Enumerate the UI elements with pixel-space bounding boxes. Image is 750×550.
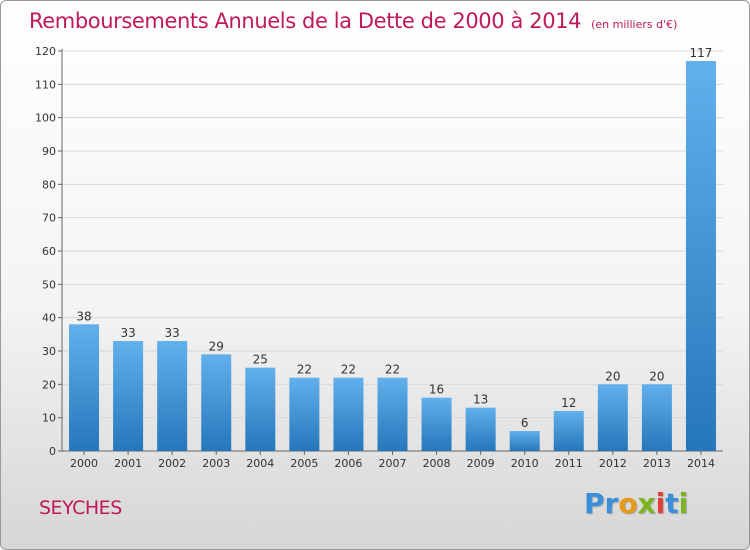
bar-value-label: 38 <box>76 309 91 323</box>
bar-value-label: 6 <box>521 416 529 430</box>
x-tick-label: 2010 <box>511 457 539 470</box>
bar-value-label: 22 <box>297 363 312 377</box>
logo-letter: t <box>665 487 679 520</box>
label-layer: 38 33 33 29 25 22 22 22 16 13 6 12 20 20 117 <box>76 46 712 430</box>
bar <box>377 377 408 451</box>
bar-value-label: 117 <box>690 46 713 60</box>
bar <box>333 377 364 451</box>
bar <box>69 324 100 451</box>
city-name: SEYCHES <box>39 497 122 519</box>
y-tick-label: 50 <box>42 278 56 291</box>
bar-value-label: 22 <box>341 363 356 377</box>
bar <box>641 384 672 451</box>
y-tick-label: 120 <box>35 45 56 58</box>
logo-letter: i <box>655 487 666 520</box>
logo-letter: r <box>604 487 619 520</box>
x-tick-label: 2000 <box>70 457 98 470</box>
logo-letter: i <box>678 487 689 520</box>
bar-value-label: 33 <box>120 326 135 340</box>
bar <box>553 411 584 451</box>
x-tick-label: 2011 <box>555 457 583 470</box>
bar-value-label: 12 <box>561 396 576 410</box>
x-tick-label: 2003 <box>202 457 230 470</box>
x-tick-label: 2002 <box>158 457 186 470</box>
y-tick-label: 20 <box>42 378 56 391</box>
chart-unit: (en milliers d'€) <box>591 18 678 31</box>
bar <box>685 61 716 451</box>
bar-value-label: 16 <box>429 383 444 397</box>
bar <box>289 377 320 451</box>
x-tick-label: 2004 <box>246 457 274 470</box>
x-tick-label: 2014 <box>687 457 715 470</box>
y-tick-label: 40 <box>42 312 56 325</box>
bar-value-label: 20 <box>649 369 664 383</box>
chart-title-text: Remboursements Annuels de la Dette de 20… <box>29 9 582 33</box>
bar <box>157 341 188 451</box>
x-tick-label: 2009 <box>467 457 495 470</box>
bar <box>113 341 144 451</box>
proxiti-logo: Proxiti <box>584 487 688 520</box>
y-tick-label: 30 <box>42 345 56 358</box>
x-tick-label: 2012 <box>599 457 627 470</box>
bar <box>465 407 496 451</box>
x-tick-label: 2005 <box>290 457 318 470</box>
x-tick-label: 2006 <box>334 457 362 470</box>
bar <box>509 431 540 451</box>
bar-layer <box>69 61 716 451</box>
y-tick-label: 10 <box>42 412 56 425</box>
logo-letter: o <box>618 487 638 520</box>
bar-value-label: 22 <box>385 363 400 377</box>
bar <box>421 397 452 451</box>
y-tick-label: 70 <box>42 212 56 225</box>
y-tick-label: 60 <box>42 245 56 258</box>
bar <box>245 367 276 451</box>
y-tick-label: 0 <box>49 445 56 458</box>
bar-value-label: 29 <box>209 339 224 353</box>
x-tick-label: 2001 <box>114 457 142 470</box>
x-tick-label: 2008 <box>423 457 451 470</box>
bar <box>201 354 232 451</box>
y-tick-label: 100 <box>35 112 56 125</box>
y-tick-label: 110 <box>35 78 56 91</box>
bar-value-label: 25 <box>253 353 268 367</box>
bar-value-label: 20 <box>605 369 620 383</box>
chart-title: Remboursements Annuels de la Dette de 20… <box>29 9 677 33</box>
x-tick-label: 2013 <box>643 457 671 470</box>
bar-value-label: 13 <box>473 393 488 407</box>
y-tick-label: 90 <box>42 145 56 158</box>
axis-layer: 0 10 20 30 40 50 60 70 80 90 100 110 120 2000 2001 2002… <box>35 45 723 470</box>
logo-letter: P <box>584 487 605 520</box>
logo-letter: x <box>637 487 656 520</box>
x-tick-label: 2007 <box>379 457 407 470</box>
bar-value-label: 33 <box>165 326 180 340</box>
bar <box>597 384 628 451</box>
y-tick-label: 80 <box>42 178 56 191</box>
